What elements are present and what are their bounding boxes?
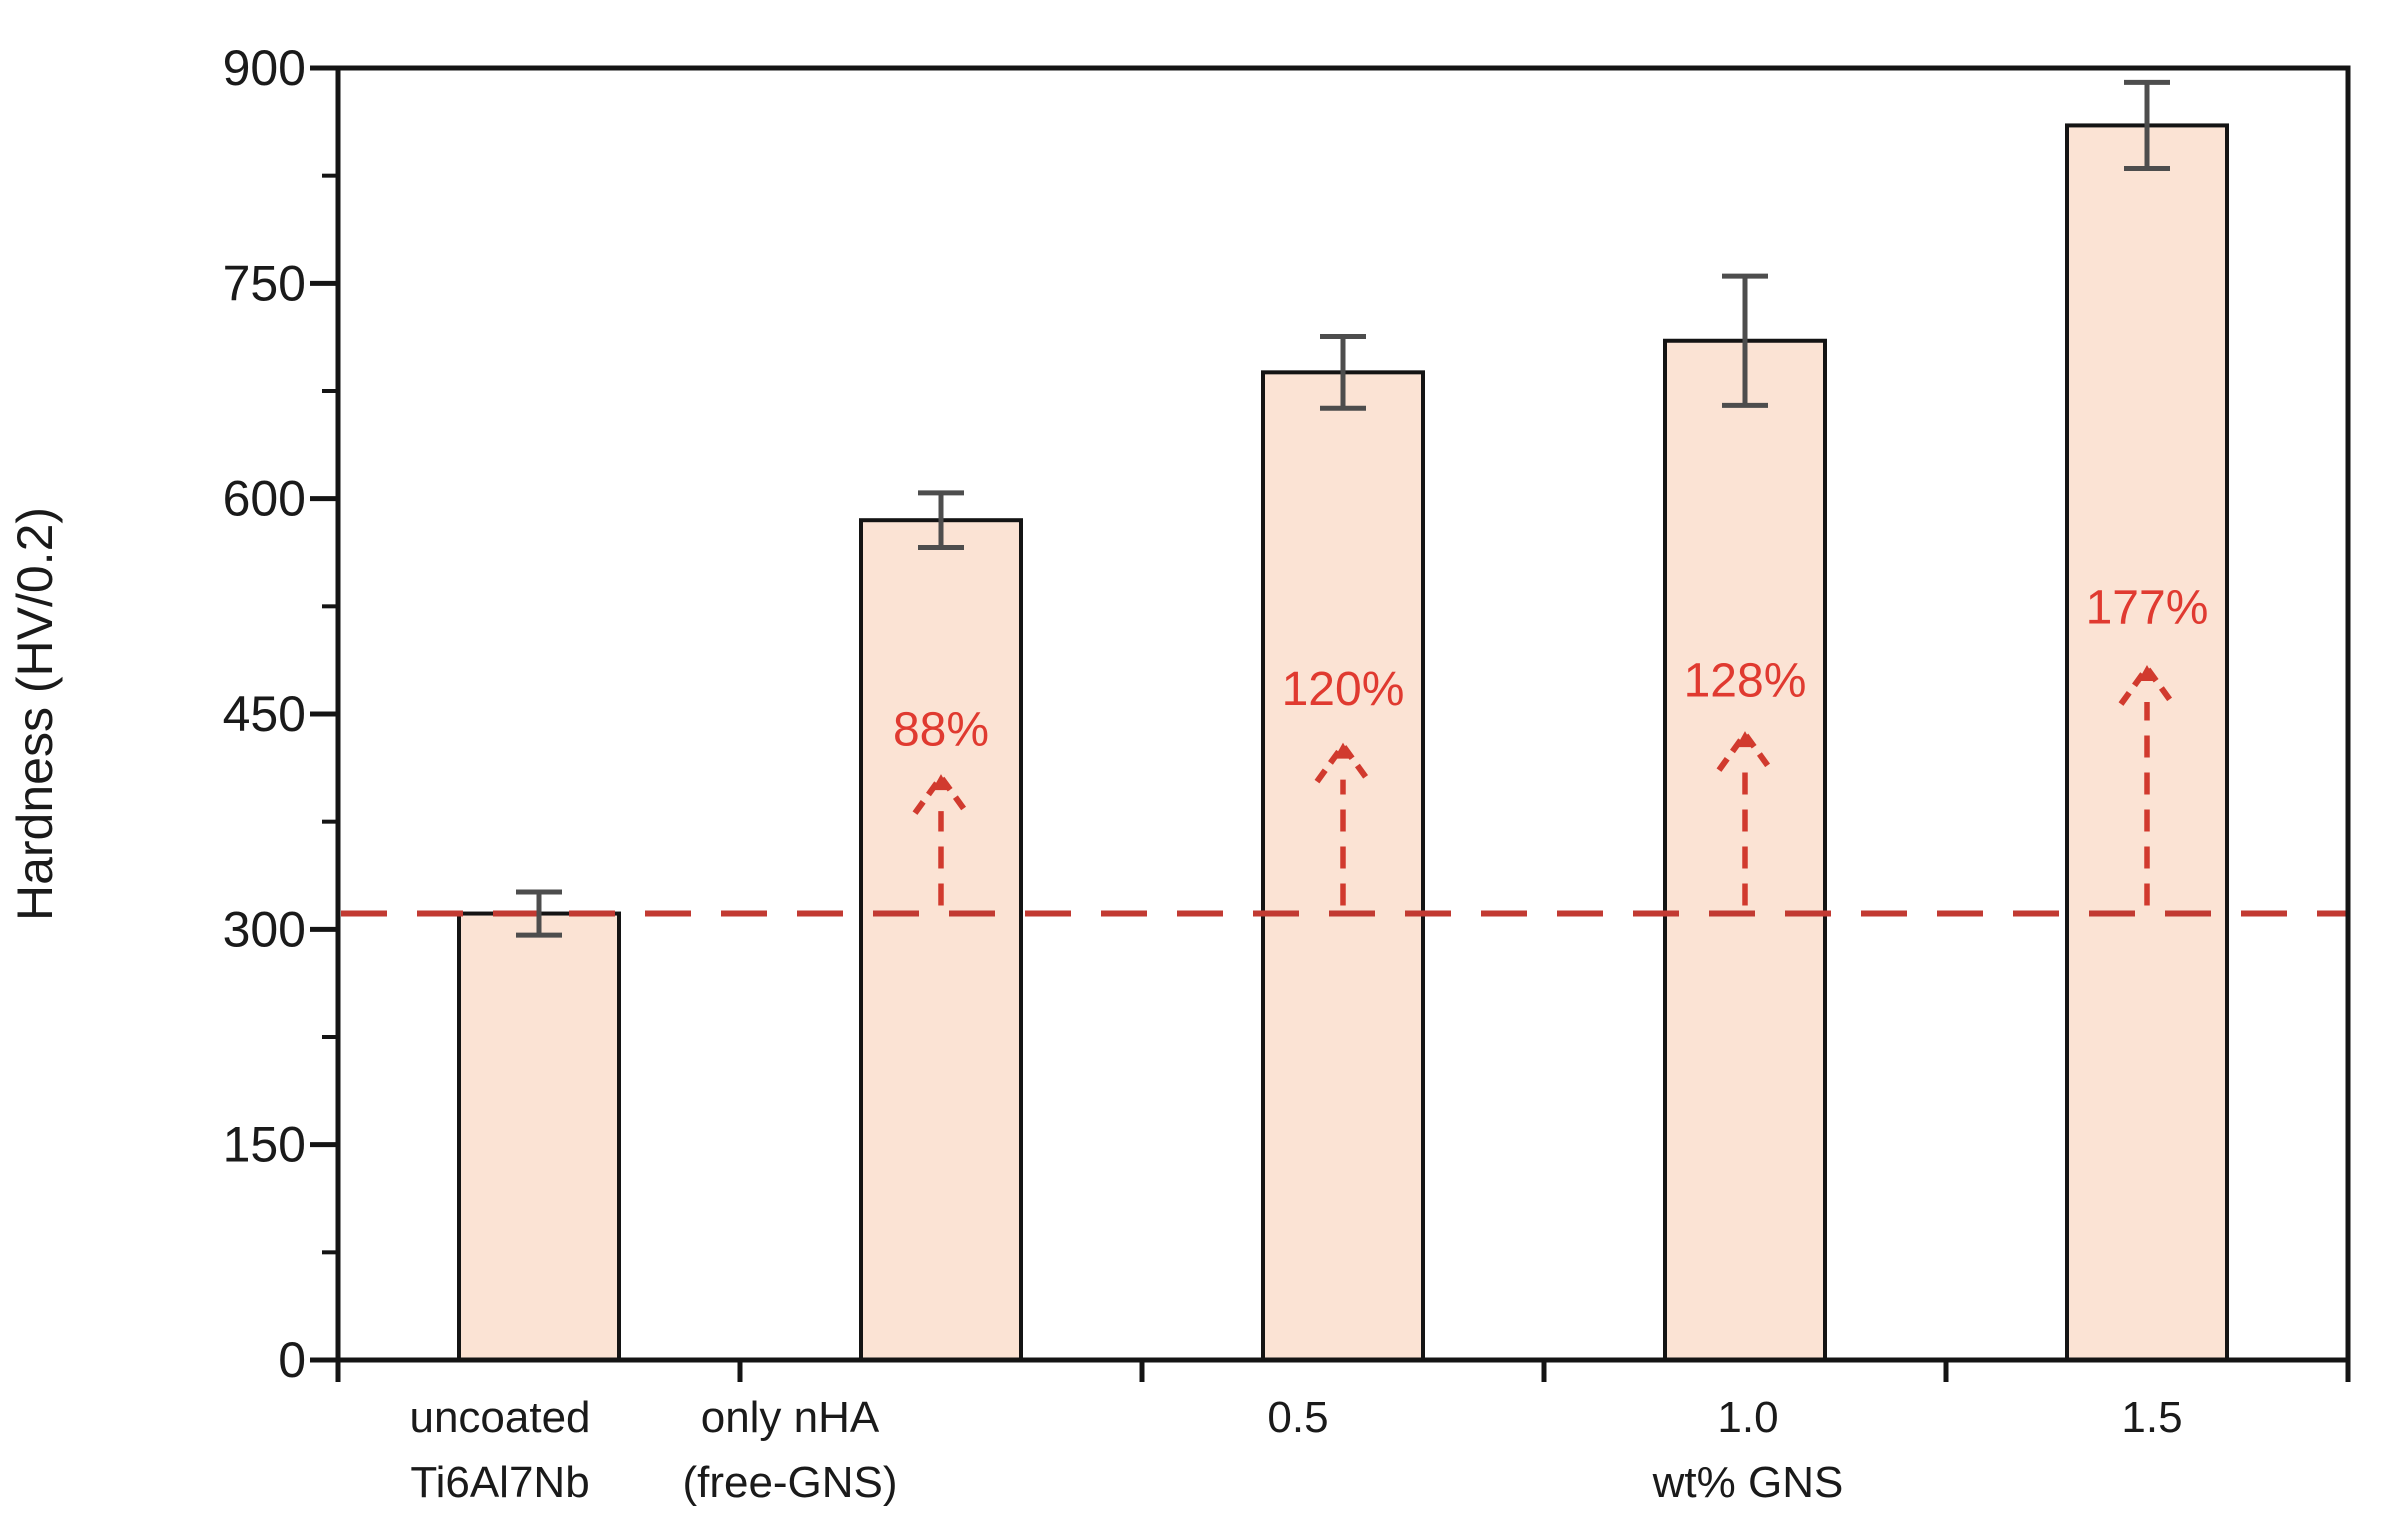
y-tick-label: 900 [223, 40, 306, 96]
arrow-tip-icon [1334, 742, 1352, 759]
percent-increase-label: 88% [893, 703, 989, 756]
x-category-label: 1.0 [1717, 1393, 1778, 1442]
y-tick-label: 150 [223, 1117, 306, 1173]
percent-increase-label: 128% [1684, 655, 1807, 708]
arrow-head-chevron-icon [1314, 740, 1372, 784]
bar-uncoated-ti6al7nb [457, 911, 621, 1362]
percent-increase-label: 177% [2086, 581, 2209, 634]
error-bar [1722, 273, 1768, 408]
y-axis-title: Hardness (HV/0.2) [7, 507, 63, 921]
y-tick-label: 300 [223, 901, 306, 957]
y-tick-label: 600 [223, 471, 306, 527]
error-bar [1320, 333, 1366, 411]
arrow-tip-icon [932, 774, 950, 791]
arrow-head-chevron-icon [1716, 728, 1774, 772]
increase-annotation: 88% [893, 703, 989, 906]
increase-annotation: 120% [1282, 663, 1405, 906]
arrow-head-chevron-icon [2118, 662, 2176, 706]
arrow-tip-icon [2138, 665, 2156, 682]
percent-increase-label: 120% [1282, 663, 1405, 716]
x-category-label: Ti6Al7Nb [410, 1458, 589, 1507]
bar-only-nha-free-gns- [859, 518, 1023, 1362]
arrow-head-chevron-icon [912, 772, 970, 815]
error-bar [2124, 79, 2170, 171]
x-axis-unit-label: wt% GNS [1652, 1458, 1844, 1507]
y-tick-label: 450 [223, 686, 306, 742]
x-category-label: uncoated [409, 1393, 590, 1442]
x-category-label: 0.5 [1267, 1393, 1328, 1442]
x-category-label: 1.5 [2121, 1393, 2182, 1442]
x-category-label: only nHA [701, 1393, 880, 1442]
y-tick-label: 0 [278, 1332, 306, 1388]
x-category-label: (free-GNS) [682, 1458, 897, 1507]
y-tick-label: 750 [223, 255, 306, 311]
error-bar [918, 490, 964, 550]
increase-annotation: 128% [1684, 655, 1807, 906]
error-bar [516, 889, 562, 938]
arrow-tip-icon [1736, 731, 1754, 748]
increase-annotation: 177% [2086, 581, 2209, 906]
